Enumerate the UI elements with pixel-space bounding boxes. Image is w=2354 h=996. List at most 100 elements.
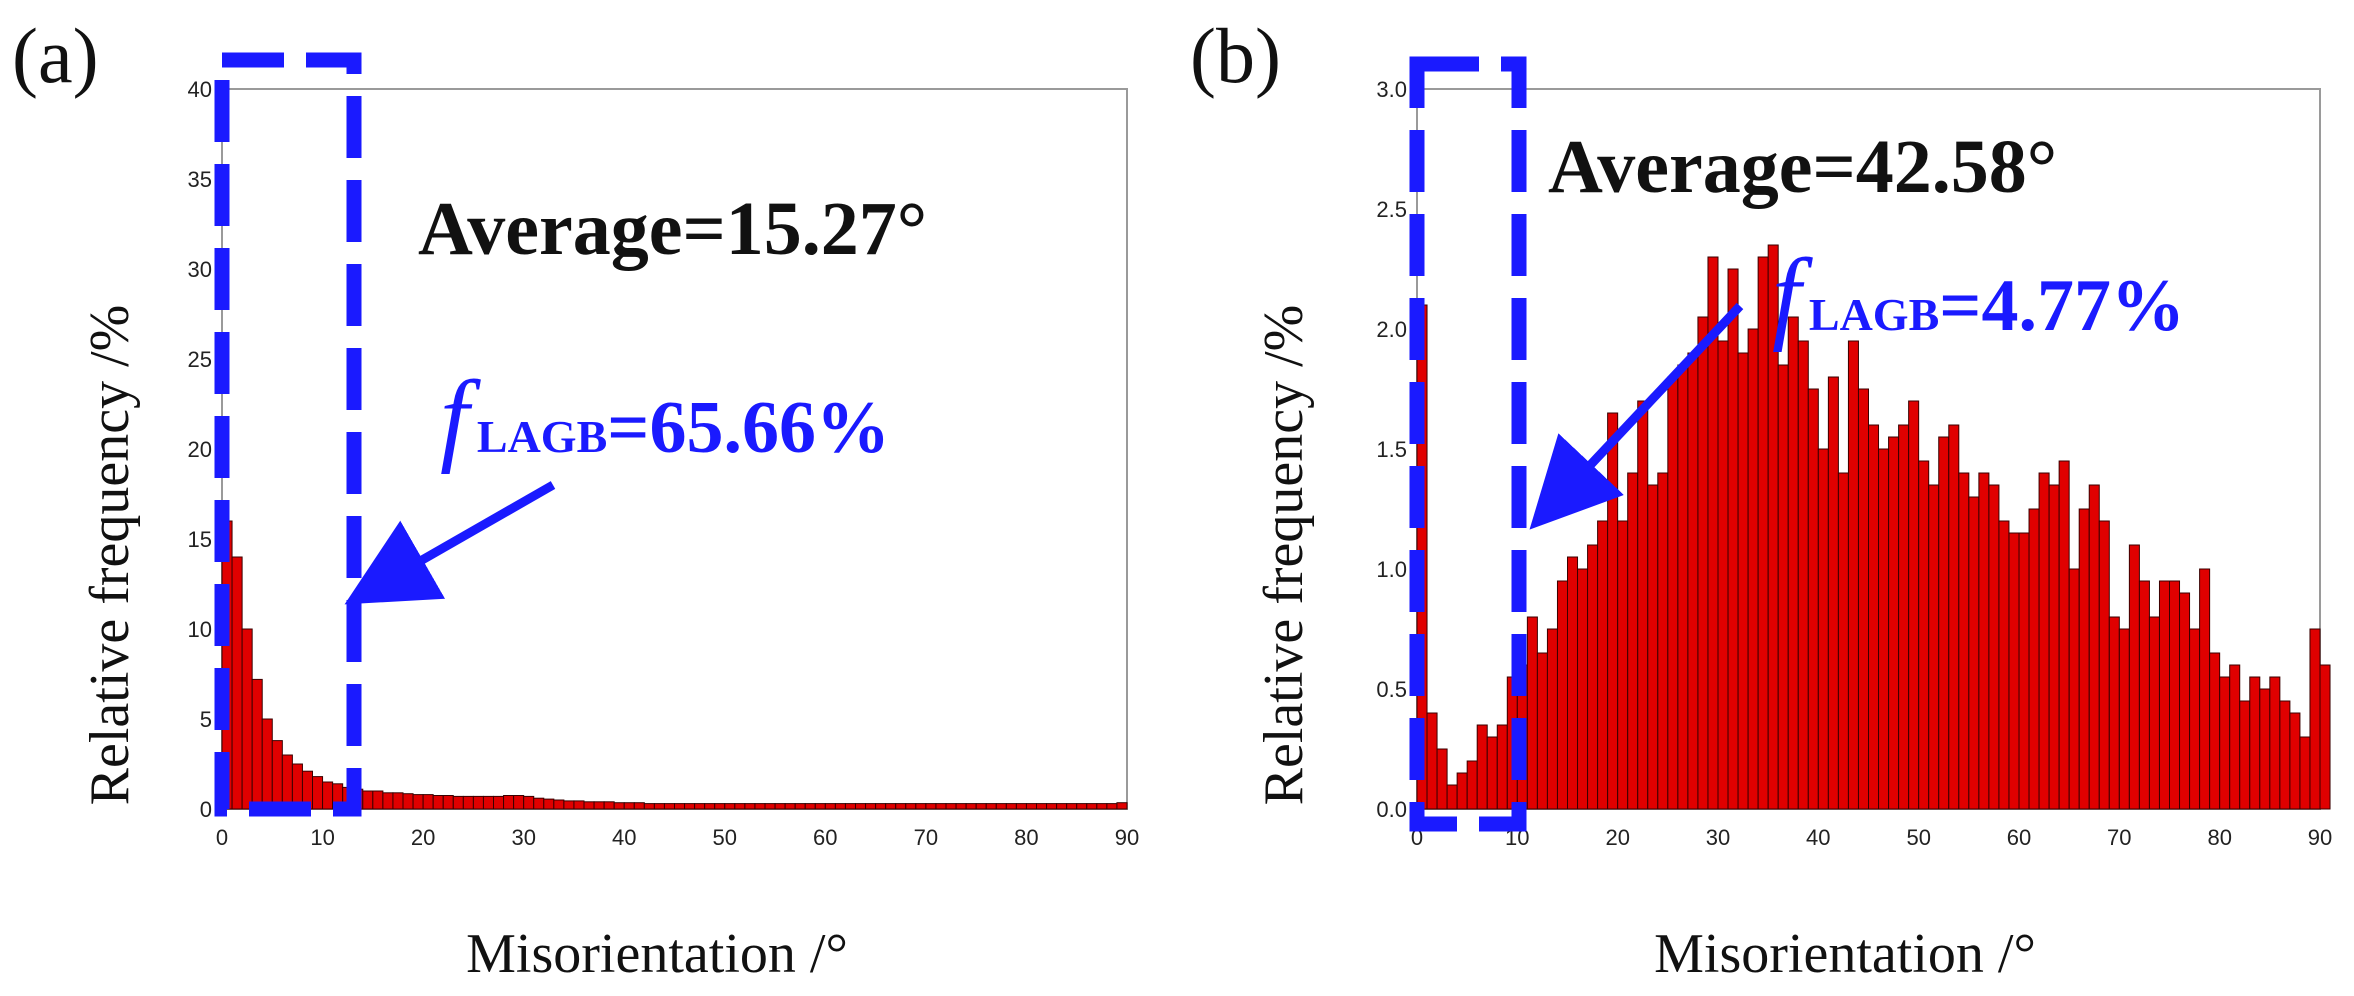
- panel-b-y-ticks: 0.0 0.5 1.0 1.5 2.0 2.5 3.0: [1376, 77, 1407, 822]
- panel-b-bar-36: [1777, 364, 1789, 810]
- panel-a-bar-1: [231, 556, 243, 810]
- panel-b-x-tick-label: 70: [2107, 825, 2131, 850]
- panel-b-f-value: =4.77%: [1939, 265, 2185, 347]
- panel-b-annotation-arrow: [1529, 302, 1744, 530]
- panel-a-x-tick-label: 70: [914, 825, 938, 850]
- panel-b-bar-45: [1868, 424, 1880, 810]
- panel-a-bar-35: [573, 800, 585, 810]
- panel-b-bar-66: [2078, 508, 2090, 810]
- panel-a-bar-15: [372, 790, 384, 810]
- panel-b-bar-55: [1968, 496, 1980, 810]
- panel-b-bar-40: [1817, 448, 1829, 810]
- panel-b-f-subscript: LAGB: [1809, 289, 1939, 340]
- panel-b-bar-30: [1717, 340, 1729, 810]
- panel-b-bar-12: [1536, 652, 1548, 810]
- panel-b-bar-39: [1807, 388, 1819, 810]
- panel-b-bar-6: [1476, 724, 1488, 810]
- panel-a-label: (a): [12, 12, 99, 99]
- panel-a-bar-37: [593, 801, 605, 810]
- panel-b-x-tick-label: 40: [1806, 825, 1830, 850]
- panel-a-annotation-arrow: [344, 481, 556, 605]
- panel-a-bar-73: [955, 803, 967, 810]
- panel-a-bar-4: [261, 718, 273, 810]
- panel-a-lagb-highlight-box: [214, 52, 362, 817]
- panel-b-bar-22: [1637, 400, 1649, 810]
- panel-a: (a) Relative frequency /% Misorientation…: [12, 12, 1139, 985]
- panel-a-bar-27: [493, 795, 505, 810]
- panel-a-y-tick-label: 30: [188, 257, 212, 282]
- panel-a-xlabel: Misorientation /°: [466, 923, 848, 985]
- panel-a-plot-area: [221, 88, 1128, 810]
- panel-b-bar-28: [1697, 316, 1709, 810]
- panel-a-bar-14: [362, 790, 374, 810]
- panel-b-bar-4: [1456, 772, 1468, 810]
- panel-b-bar-15: [1567, 556, 1579, 810]
- panel-a-bar-67: [895, 803, 907, 810]
- panel-a-bar-89: [1116, 802, 1128, 810]
- panel-b-bar-38: [1797, 340, 1809, 810]
- panel-b-bar-87: [2289, 712, 2301, 810]
- panel-a-bar-38: [603, 801, 615, 810]
- panel-b-bar-53: [1948, 424, 1960, 810]
- panel-a-bar-80: [1025, 803, 1037, 810]
- panel-a-bar-6: [281, 754, 293, 810]
- panel-b-bar-23: [1647, 484, 1659, 810]
- panel-b-x-tick-label: 50: [1906, 825, 1930, 850]
- panel-a-bar-63: [855, 803, 867, 810]
- panel-a-bar-39: [613, 802, 625, 810]
- panel-b-bar-41: [1827, 376, 1839, 810]
- panel-a-bar-9: [312, 776, 324, 810]
- panel-b-bar-79: [2209, 652, 2221, 810]
- panel-a-bar-52: [744, 803, 756, 810]
- panel-b-bar-58: [1998, 520, 2010, 810]
- panel-b-bar-14: [1556, 580, 1568, 810]
- panel-a-y-tick-label: 10: [188, 617, 212, 642]
- panel-b-xlabel: Misorientation /°: [1654, 923, 2036, 985]
- panel-b-bar-83: [2249, 676, 2261, 810]
- panel-b-average-annotation: Average=42.58°: [1548, 125, 2057, 209]
- panel-b-y-tick-label: 1.5: [1376, 437, 1407, 462]
- panel-b-bar-71: [2128, 544, 2140, 810]
- panel-b-y-tick-label: 2.0: [1376, 317, 1407, 342]
- panel-b-bar-25: [1667, 376, 1679, 810]
- panel-a-f-lagb-annotation: f LAGB=65.66%: [440, 360, 890, 475]
- panel-b-bar-26: [1677, 364, 1689, 810]
- panel-a-bar-77: [995, 803, 1007, 810]
- panel-a-bar-30: [523, 795, 535, 810]
- panel-a-bar-51: [734, 803, 746, 810]
- panel-b-bar-76: [2179, 592, 2191, 810]
- panel-b-bar-20: [1617, 520, 1629, 810]
- panel-b-bar-52: [1938, 436, 1950, 810]
- panel-b-bar-75: [2169, 580, 2181, 810]
- panel-b-bar-34: [1757, 256, 1769, 810]
- panel-b-bar-51: [1928, 484, 1940, 810]
- panel-a-bar-69: [915, 803, 927, 810]
- panel-b-ylabel: Relative frequency /%: [1253, 305, 1315, 806]
- panel-b-bar-32: [1737, 352, 1749, 810]
- panel-b-bar-80: [2219, 676, 2231, 810]
- panel-b-bar-5: [1466, 760, 1478, 810]
- panel-a-y-tick-label: 5: [200, 707, 212, 732]
- panel-a-bar-76: [985, 803, 997, 810]
- panel-a-bar-44: [663, 803, 676, 810]
- panel-b-bar-11: [1526, 616, 1538, 810]
- panel-a-bar-24: [462, 795, 474, 810]
- panel-b-bar-70: [2118, 628, 2130, 810]
- panel-b-bar-72: [2138, 580, 2150, 810]
- panel-b-bar-63: [2048, 484, 2060, 810]
- panel-a-bar-49: [714, 803, 726, 810]
- panel-b-bars: [1416, 244, 2331, 810]
- panel-b-bar-37: [1787, 316, 1799, 810]
- panel-a-x-tick-label: 60: [813, 825, 837, 850]
- panel-a-bar-60: [824, 803, 836, 810]
- panel-a-x-ticks: 0 10 20 30 40 50 60 70 80 90: [216, 825, 1139, 850]
- panel-b-bar-46: [1878, 448, 1890, 810]
- panel-b-bar-7: [1486, 736, 1498, 810]
- panel-a-bar-16: [382, 792, 394, 810]
- panel-a-bar-21: [432, 795, 444, 810]
- panel-a-bar-74: [965, 803, 977, 810]
- panel-a-y-tick-label: 25: [188, 347, 212, 372]
- panel-a-bar-47: [694, 803, 706, 810]
- panel-a-x-tick-label: 40: [612, 825, 636, 850]
- panel-b-bar-18: [1597, 520, 1609, 810]
